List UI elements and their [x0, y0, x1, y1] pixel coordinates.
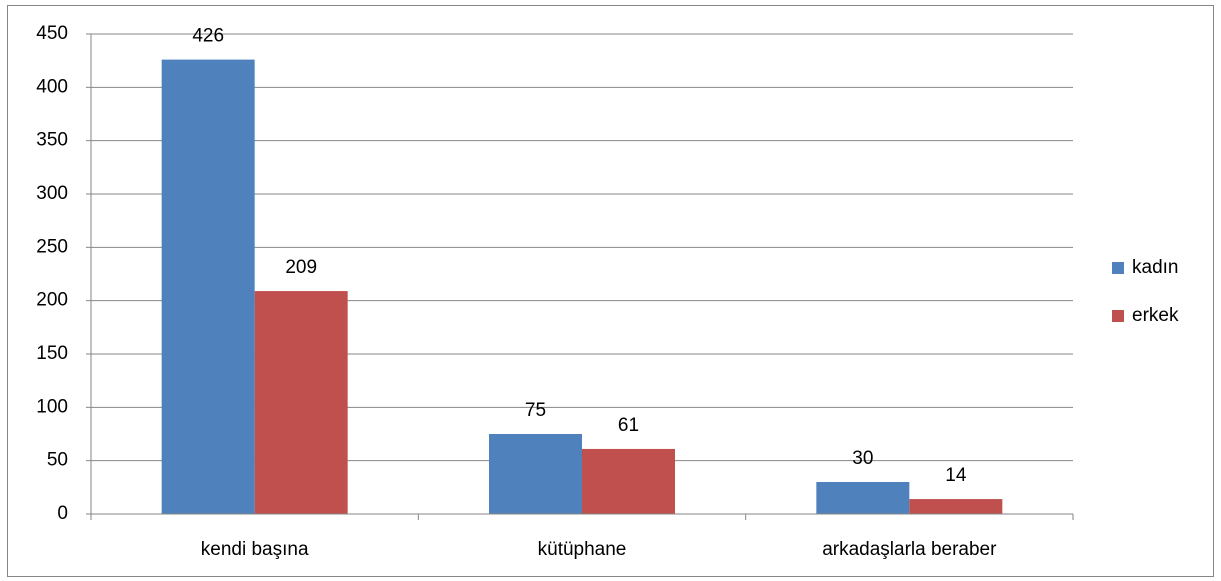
data-label: 209	[285, 257, 317, 278]
bar	[582, 448, 675, 514]
bar	[909, 499, 1003, 514]
data-label: 30	[852, 448, 873, 469]
x-tick-label: kendi başına	[201, 539, 309, 560]
bar	[254, 291, 348, 514]
y-tick-label: 450	[36, 23, 68, 44]
y-tick-label: 50	[47, 450, 68, 471]
y-tick-label: 250	[36, 236, 68, 257]
y-tick-label: 300	[36, 183, 68, 204]
data-label: 61	[618, 415, 639, 436]
y-tick-label: 0	[57, 503, 68, 524]
y-tick-label: 100	[36, 396, 68, 417]
legend-label: erkek	[1132, 305, 1179, 326]
data-label: 14	[945, 465, 967, 486]
legend-swatch	[1112, 262, 1124, 274]
x-tick-label: kütüphane	[538, 539, 627, 560]
bar	[816, 482, 910, 514]
x-tick-label: arkadaşlarla beraber	[822, 539, 997, 560]
y-tick-label: 150	[36, 343, 68, 364]
bar	[161, 59, 255, 514]
y-tick-label: 350	[36, 130, 68, 151]
y-tick-label: 200	[36, 290, 68, 311]
bar	[489, 434, 582, 514]
y-tick-label: 400	[36, 76, 68, 97]
data-label: 426	[192, 26, 224, 47]
legend-label: kadın	[1132, 257, 1178, 278]
data-label: 75	[525, 400, 546, 421]
legend-swatch	[1112, 310, 1124, 322]
